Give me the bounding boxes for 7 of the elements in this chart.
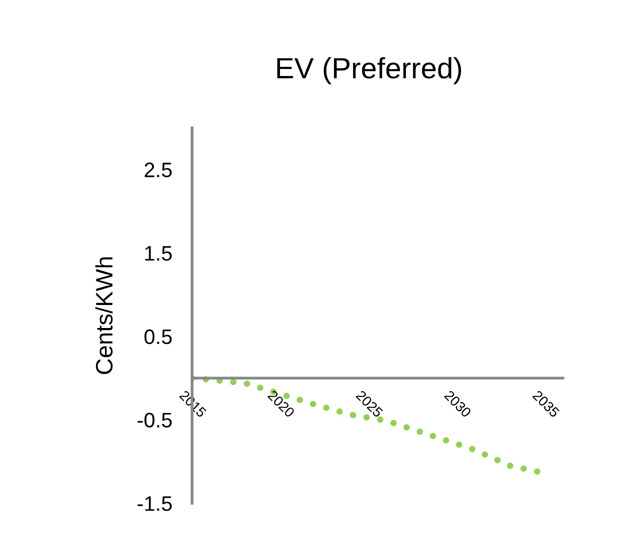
y-tick-label: 1.5 bbox=[145, 246, 172, 261]
chart-title: EV (Preferred) bbox=[277, 57, 462, 84]
y-tick-label: -0.5 bbox=[138, 412, 172, 428]
y-axis-title: Cents/KWh bbox=[95, 257, 113, 374]
y-tick-label: -1.5 bbox=[138, 496, 172, 511]
y-tick-label: 2.5 bbox=[144, 162, 172, 178]
y-tick-label: 0.5 bbox=[144, 329, 172, 344]
